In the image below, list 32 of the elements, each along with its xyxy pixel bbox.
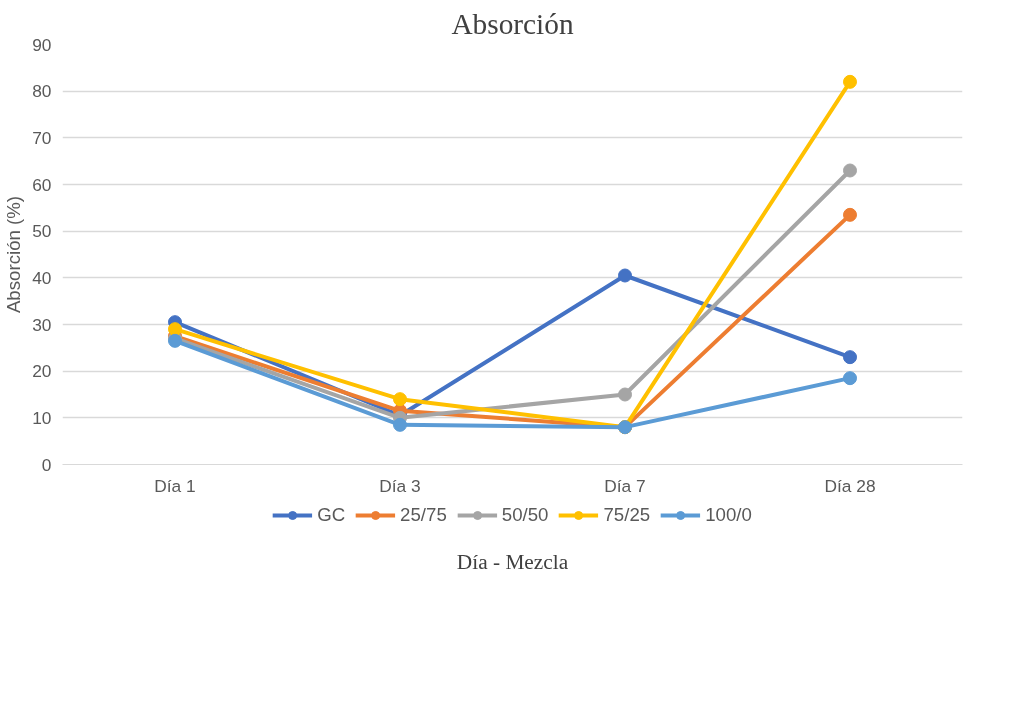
point [168,322,182,337]
y-tick-label: 40 [32,267,52,288]
point [843,163,857,178]
y-tick-label: 70 [32,127,52,148]
x-tick-label: Día 28 [824,475,876,496]
legend-label: 100/0 [705,504,752,526]
legend-label: 25/75 [400,504,447,526]
point [393,392,407,407]
point [393,417,407,432]
y-tick-label: 90 [32,34,52,55]
point [843,350,857,365]
x-tick-label: Día 7 [604,475,646,496]
point [618,268,632,283]
legend-label: GC [317,504,346,526]
point [618,387,632,402]
point [843,371,857,386]
y-tick-label: 30 [32,314,52,335]
y-tick-label: 80 [32,81,52,102]
x-axis-title: Día - Mezcla [456,549,569,574]
y-tick-label: 50 [32,221,52,242]
y-tick-label: 0 [41,454,52,475]
point [843,74,857,89]
x-tick-label: Día 3 [379,475,421,496]
y-tick-label: 60 [32,174,52,195]
x-tick-label: Día 1 [154,475,196,496]
y-axis-title: Absorción (%) [3,195,25,314]
chart-title: Absorción [451,7,574,40]
legend-label: 75/25 [603,504,651,526]
point [843,207,857,222]
y-tick-label: 10 [32,407,52,428]
y-tick-label: 20 [32,361,52,382]
legend-label: 50/50 [501,504,549,526]
